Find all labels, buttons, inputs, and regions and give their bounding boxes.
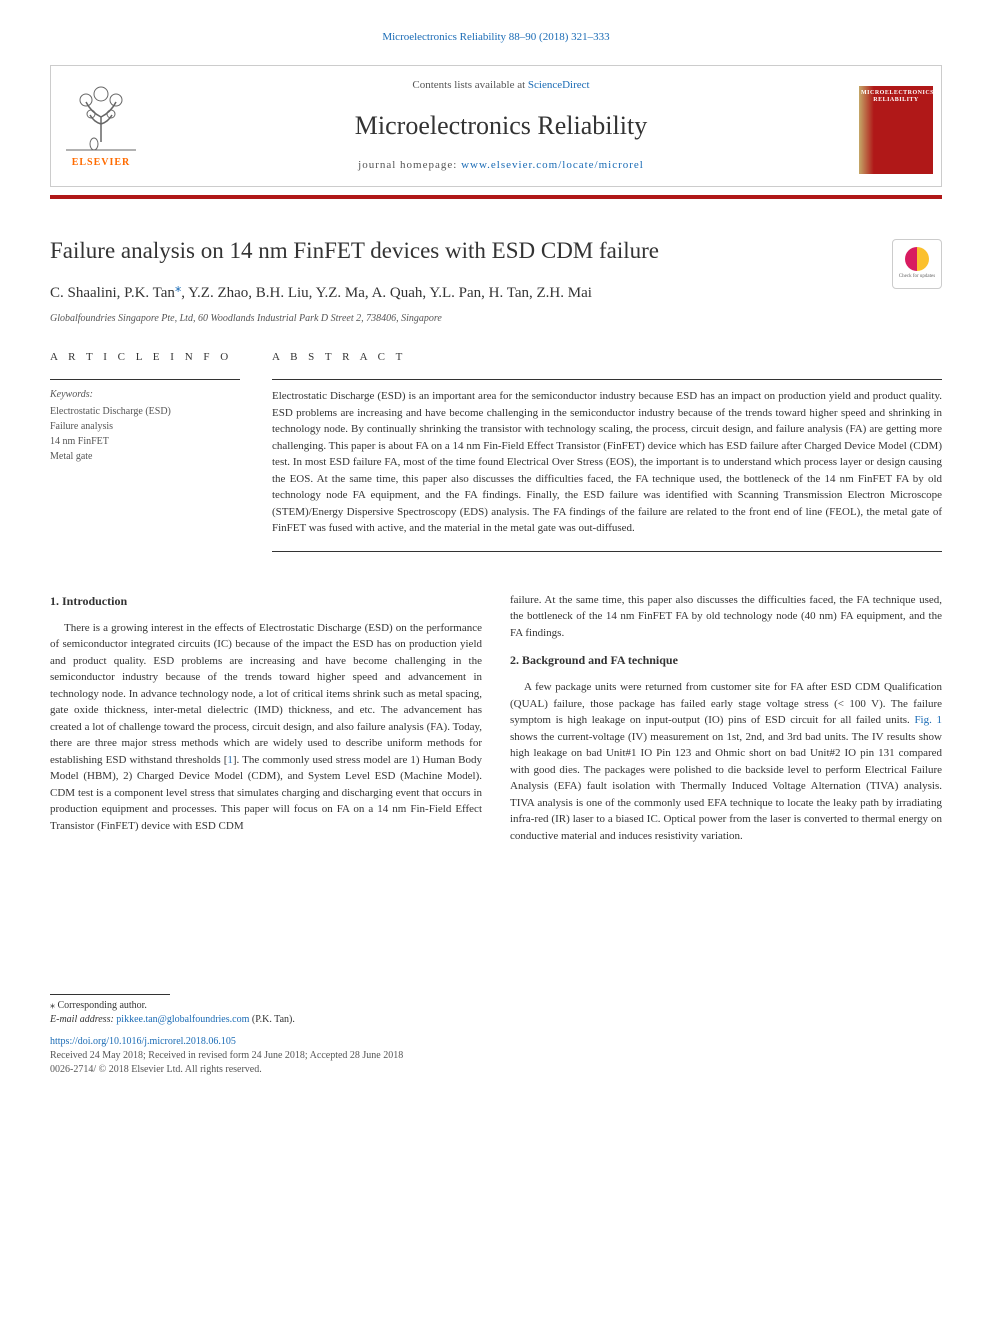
- footnote-rule: [50, 994, 170, 995]
- section-heading-intro: 1. Introduction: [50, 592, 482, 610]
- publisher-name: ELSEVIER: [72, 156, 131, 170]
- crossmark-icon: [905, 247, 929, 271]
- copyright-line: 0026-2714/ © 2018 Elsevier Ltd. All righ…: [50, 1063, 942, 1077]
- journal-cover-image: MICROELECTRONICS RELIABILITY: [859, 78, 933, 174]
- authors-line: C. Shaalini, P.K. Tan⁎, Y.Z. Zhao, B.H. …: [50, 279, 942, 304]
- contents-prefix: Contents lists available at: [412, 79, 527, 91]
- author-email[interactable]: pikkee.tan@globalfoundries.com: [116, 1014, 249, 1025]
- bg-text-a: A few package units were returned from c…: [510, 681, 942, 726]
- journal-header-band: ELSEVIER Contents lists available at Sci…: [50, 65, 942, 186]
- homepage-prefix: journal homepage:: [358, 159, 461, 171]
- article-info-heading: A R T I C L E I N F O: [50, 350, 240, 369]
- left-column: 1. Introduction There is a growing inter…: [50, 592, 482, 855]
- journal-homepage-line: journal homepage: www.elsevier.com/locat…: [161, 158, 841, 173]
- bg-text-b: shows the current-voltage (IV) measureme…: [510, 731, 942, 842]
- header-center: Contents lists available at ScienceDirec…: [151, 66, 851, 185]
- article-info-block: A R T I C L E I N F O Keywords: Electros…: [50, 350, 240, 552]
- paper-title: Failure analysis on 14 nm FinFET devices…: [50, 235, 942, 267]
- keywords-label: Keywords:: [50, 388, 240, 402]
- check-updates-text: Check for updates: [899, 273, 935, 280]
- keyword-item: Failure analysis: [50, 419, 240, 434]
- journal-cover: MICROELECTRONICS RELIABILITY: [851, 66, 941, 185]
- journal-title: Microelectronics Reliability: [161, 108, 841, 144]
- sciencedirect-link[interactable]: ScienceDirect: [528, 79, 590, 91]
- check-for-updates-badge[interactable]: Check for updates: [892, 239, 942, 289]
- authors-first-segment: C. Shaalini, P.K. Tan: [50, 285, 175, 301]
- doi-link[interactable]: https://doi.org/10.1016/j.microrel.2018.…: [50, 1035, 942, 1049]
- corresponding-author-footnote: ⁎ Corresponding author.: [50, 999, 942, 1013]
- affiliation: Globalfoundries Singapore Pte, Ltd, 60 W…: [50, 312, 942, 326]
- keyword-item: 14 nm FinFET: [50, 434, 240, 449]
- accent-bar: [50, 195, 942, 199]
- email-footnote: E-mail address: pikkee.tan@globalfoundri…: [50, 1013, 942, 1027]
- keyword-item: Electrostatic Discharge (ESD): [50, 404, 240, 419]
- abstract-block: A B S T R A C T Electrostatic Discharge …: [272, 350, 942, 552]
- received-dates: Received 24 May 2018; Received in revise…: [50, 1049, 942, 1063]
- journal-cover-text: MICROELECTRONICS RELIABILITY: [861, 90, 931, 103]
- homepage-link[interactable]: www.elsevier.com/locate/microrel: [461, 159, 644, 171]
- section-heading-background: 2. Background and FA technique: [510, 651, 942, 669]
- top-citation: Microelectronics Reliability 88–90 (2018…: [50, 30, 942, 45]
- abstract-heading: A B S T R A C T: [272, 350, 942, 369]
- abstract-text: Electrostatic Discharge (ESD) is an impo…: [272, 388, 942, 537]
- contents-available-line: Contents lists available at ScienceDirec…: [161, 78, 841, 93]
- email-label: E-mail address:: [50, 1014, 116, 1025]
- info-rule: [50, 379, 240, 380]
- intro-continued: failure. At the same time, this paper al…: [510, 592, 942, 642]
- abstract-top-rule: [272, 379, 942, 380]
- right-column: failure. At the same time, this paper al…: [510, 592, 942, 855]
- body-two-column: 1. Introduction There is a growing inter…: [50, 592, 942, 855]
- elsevier-tree-icon: [66, 82, 136, 152]
- keyword-item: Metal gate: [50, 449, 240, 464]
- authors-rest: , Y.Z. Zhao, B.H. Liu, Y.Z. Ma, A. Quah,…: [181, 285, 592, 301]
- background-paragraph: A few package units were returned from c…: [510, 679, 942, 844]
- publisher-logo: ELSEVIER: [51, 66, 151, 185]
- intro-paragraph: There is a growing interest in the effec…: [50, 620, 482, 835]
- intro-text-a: There is a growing interest in the effec…: [50, 622, 482, 766]
- abstract-bottom-rule: [272, 551, 942, 552]
- figure-ref-1[interactable]: Fig. 1: [914, 714, 942, 726]
- email-suffix: (P.K. Tan).: [249, 1014, 295, 1025]
